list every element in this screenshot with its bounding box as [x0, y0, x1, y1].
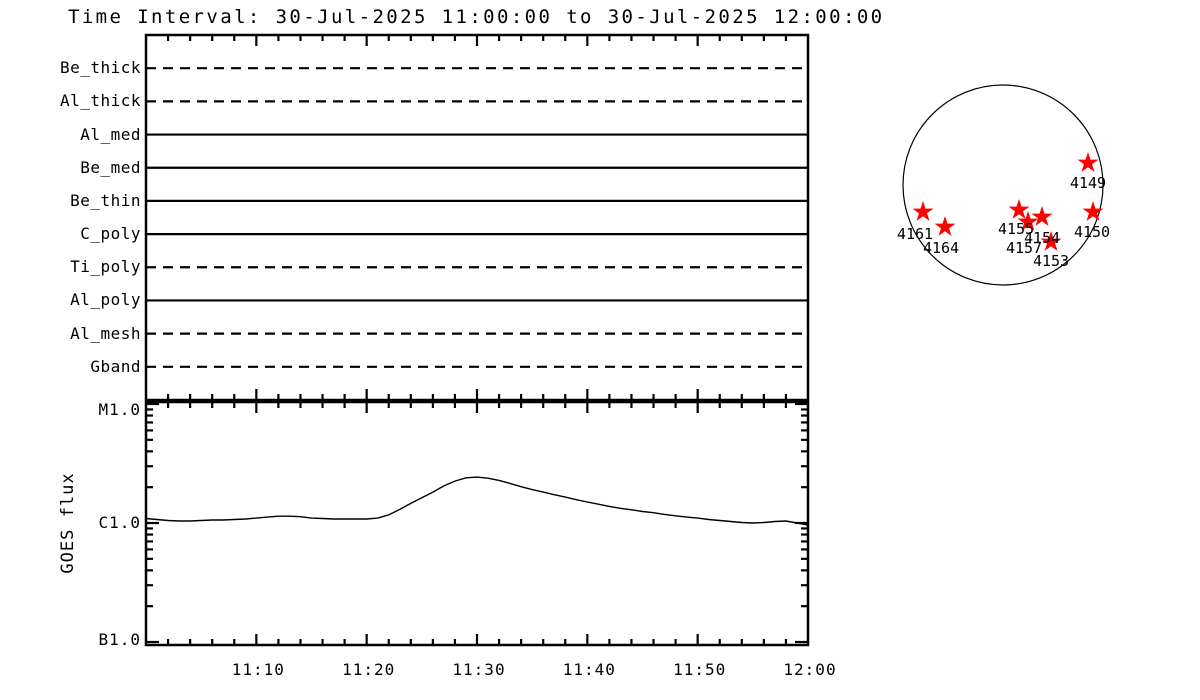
active-region-label-4150: 4150	[1073, 223, 1111, 241]
active-region-star-4150	[1082, 201, 1104, 221]
filter-label-Be_med: Be_med	[80, 157, 141, 177]
active-region-star-4153	[1040, 231, 1062, 251]
filter-label-Al_mesh: Al_mesh	[70, 323, 141, 343]
filter-label-Al_thick: Al_thick	[59, 91, 141, 111]
active-region-label-4155: 4155	[997, 220, 1035, 238]
time-tick-label-11:20: 11:20	[342, 660, 396, 679]
filter-label-Al_med: Al_med	[80, 124, 141, 144]
goes-ytick-label-B1.0: B1.0	[98, 630, 141, 649]
active-region-label-4154: 4154	[1023, 229, 1061, 247]
active-region-star-4154	[1031, 206, 1053, 226]
filter-label-Be_thin: Be_thin	[70, 190, 141, 210]
page-title: Time Interval: 30-Jul-2025 11:00:00 to 3…	[68, 6, 885, 28]
filter-label-C_poly: C_poly	[80, 224, 141, 244]
filter-label-Gband: Gband	[90, 356, 141, 376]
goes-ytick-label-C1.0: C1.0	[98, 513, 141, 532]
time-tick-label-11:30: 11:30	[452, 660, 506, 679]
active-region-star-4149	[1077, 152, 1099, 172]
solar-disk-circle	[902, 84, 1104, 286]
active-region-star-4164	[934, 216, 956, 236]
active-region-label-4161: 4161	[896, 225, 934, 243]
filter-panel-frame	[144, 33, 810, 402]
filter-label-Al_poly: Al_poly	[70, 290, 141, 310]
time-tick-label-12:00: 12:00	[783, 660, 837, 679]
active-region-label-4164: 4164	[922, 239, 960, 257]
goes-ytick-label-M1.0: M1.0	[98, 400, 141, 419]
active-region-label-4157: 4157	[1005, 239, 1043, 257]
active-region-star-4161	[912, 201, 934, 221]
active-region-star-4155	[1008, 199, 1030, 219]
goes-panel-frame	[144, 400, 810, 647]
time-tick-label-11:10: 11:10	[231, 660, 285, 679]
active-region-star-4157	[1017, 211, 1039, 231]
active-region-label-4153: 4153	[1032, 252, 1070, 270]
filter-label-Ti_poly: Ti_poly	[70, 257, 141, 277]
filter-label-Be_thick: Be_thick	[59, 58, 141, 78]
active-region-label-4149: 4149	[1069, 174, 1107, 192]
time-tick-label-11:50: 11:50	[673, 660, 727, 679]
time-tick-label-11:40: 11:40	[562, 660, 616, 679]
goes-flux-curve	[145, 476, 809, 526]
